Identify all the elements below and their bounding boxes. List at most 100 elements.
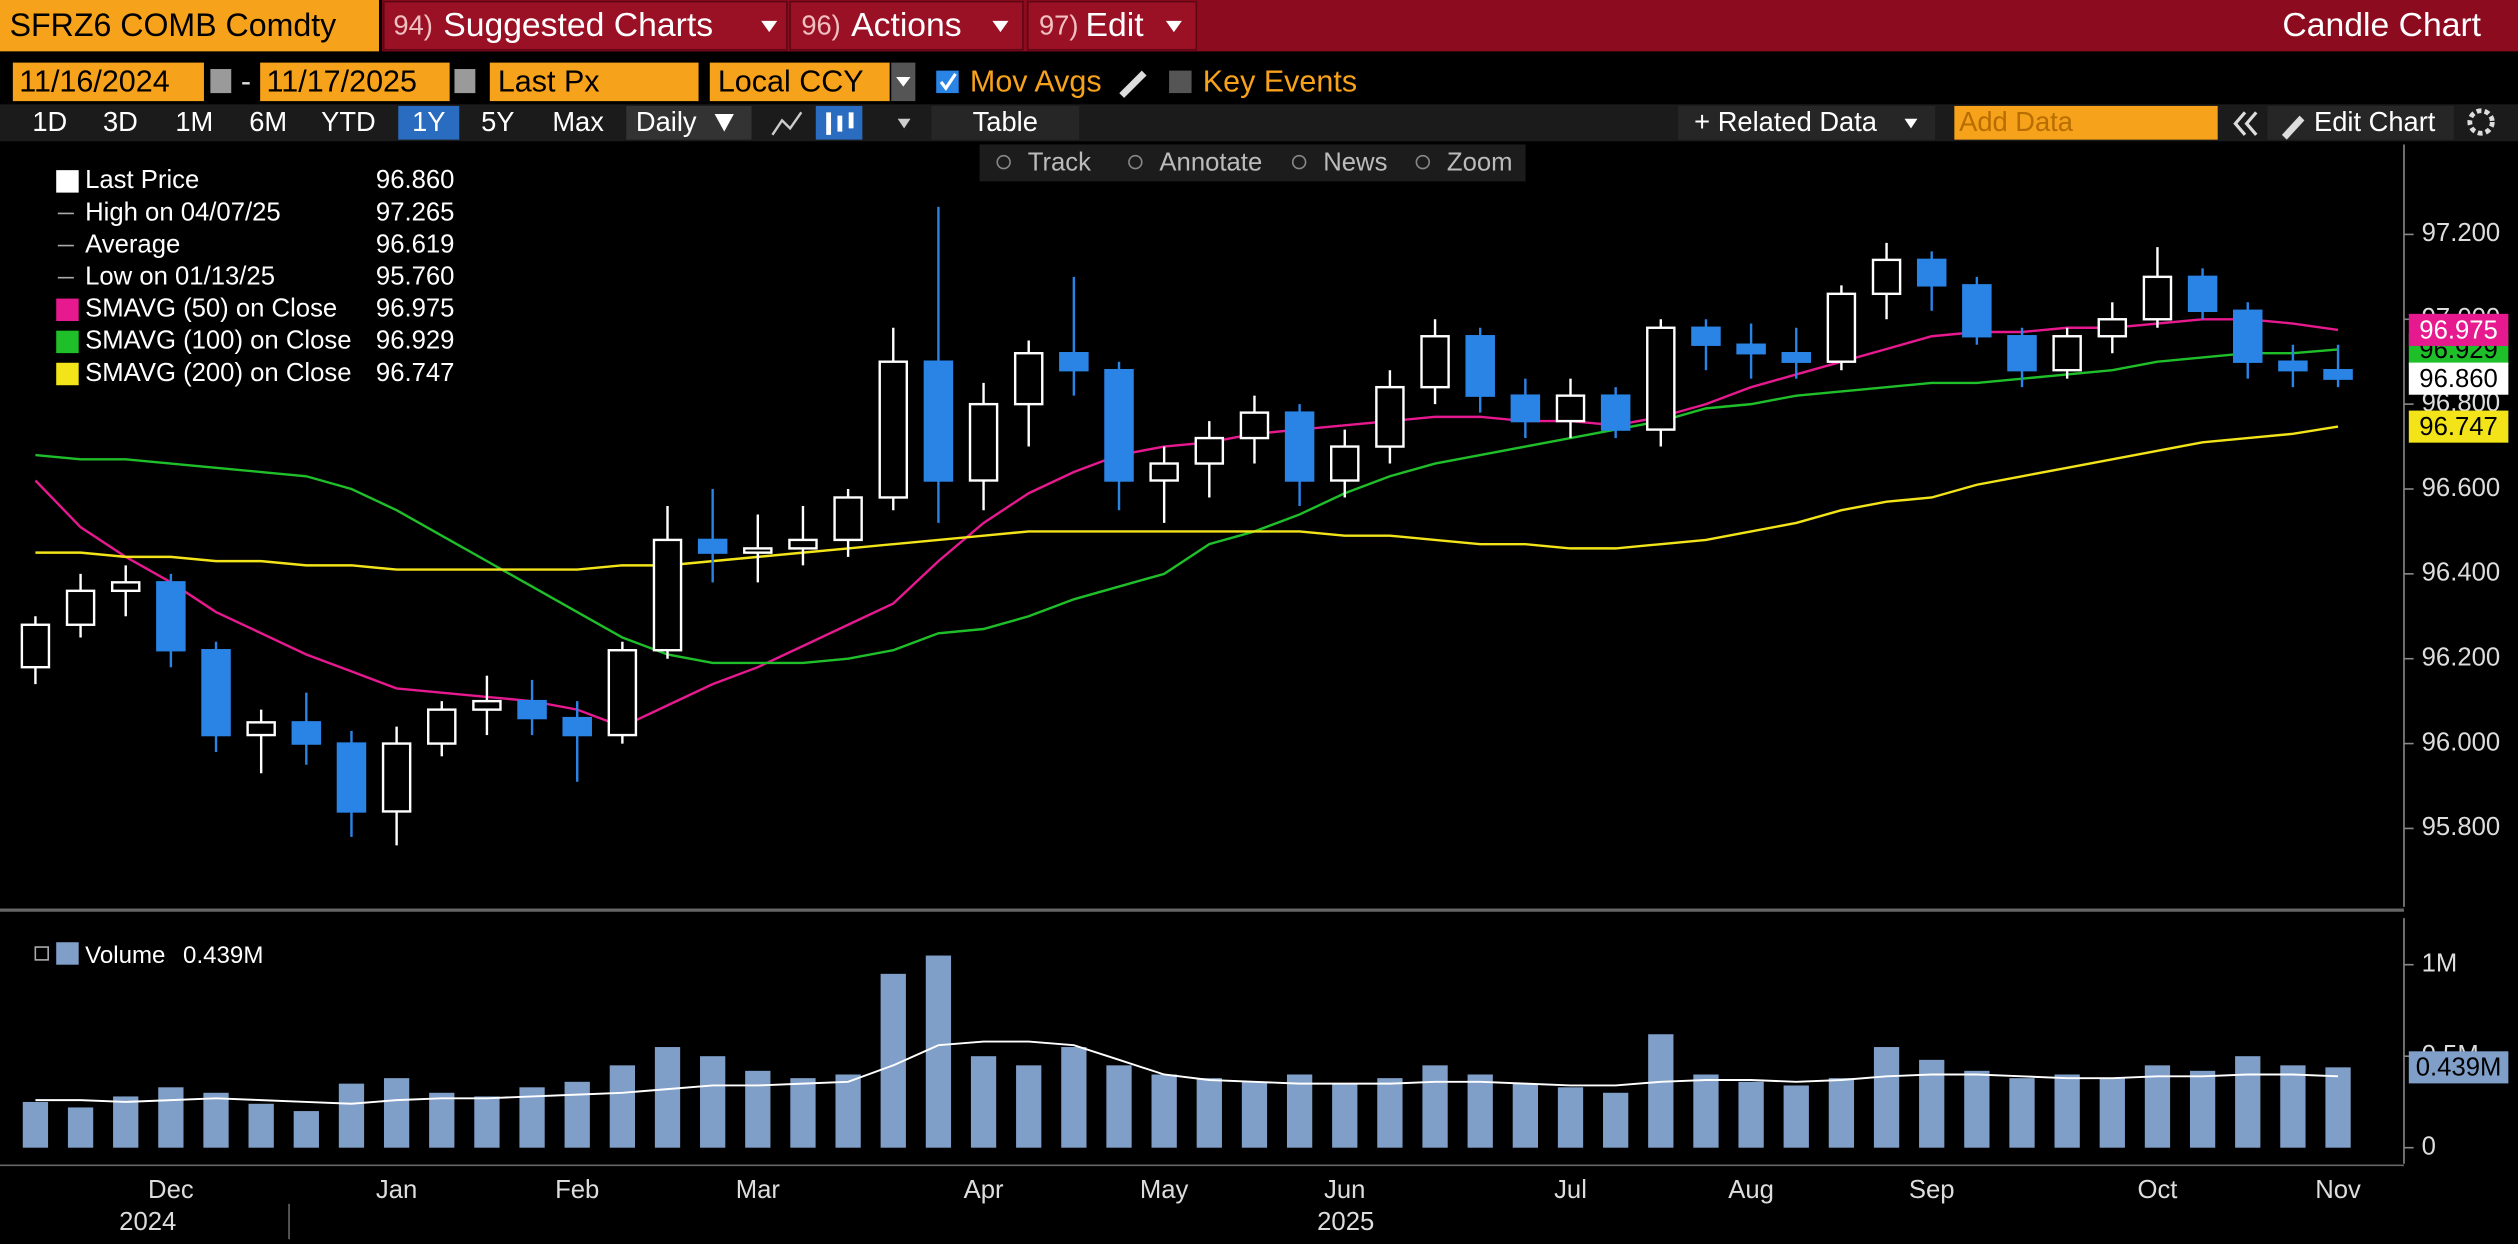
volume-bar bbox=[1964, 1070, 1990, 1148]
period-button[interactable]: 5Y bbox=[481, 106, 514, 137]
expand-icon[interactable] bbox=[34, 946, 49, 961]
period-button[interactable]: 3D bbox=[103, 106, 138, 137]
candle-body bbox=[517, 699, 547, 720]
period-button-active[interactable] bbox=[398, 105, 460, 140]
related-data: + Related Data bbox=[1694, 106, 1878, 137]
currency-select[interactable] bbox=[709, 62, 890, 102]
candle-body bbox=[1420, 335, 1450, 389]
legend-swatch bbox=[56, 170, 79, 193]
y-tick-label: 96.200 bbox=[2422, 643, 2501, 671]
period-button[interactable]: Max bbox=[552, 106, 604, 137]
period-button[interactable]: 6M bbox=[249, 106, 287, 137]
candle-body bbox=[1646, 326, 1676, 431]
volume-bar bbox=[67, 1107, 94, 1148]
axis-tag-label: 96.860 bbox=[2419, 365, 2498, 393]
legend-swatch bbox=[56, 362, 79, 386]
start-date-field[interactable] bbox=[12, 62, 204, 102]
tool-button[interactable]: Annotate bbox=[1159, 149, 1262, 177]
volume-tick-label: 0 bbox=[2422, 1132, 2436, 1160]
legend-value: 96.929 bbox=[376, 327, 455, 355]
tool-icon bbox=[1128, 154, 1143, 170]
volume-bar bbox=[1648, 1034, 1674, 1148]
legend-value: 96.975 bbox=[376, 295, 455, 323]
frequency-select[interactable] bbox=[626, 105, 752, 140]
period-button[interactable]: 1Y bbox=[412, 106, 445, 137]
volume-bar bbox=[2099, 1078, 2125, 1148]
candle-body bbox=[156, 581, 186, 652]
candle-body bbox=[1330, 445, 1360, 482]
candle-body bbox=[1059, 352, 1089, 372]
checkbox[interactable] bbox=[1169, 70, 1192, 94]
period-buttons: 1D 3D 1M 6M YTD 1Y 5Y Max bbox=[32, 106, 604, 140]
pencil-icon bbox=[2281, 115, 2305, 140]
tool-button[interactable]: Zoom bbox=[1447, 149, 1513, 177]
volume-ma-line bbox=[35, 1040, 2339, 1105]
x-tick-label: Nov bbox=[2315, 1176, 2361, 1204]
candle-body bbox=[1871, 258, 1902, 296]
volume-bar bbox=[1873, 1047, 1900, 1148]
dropdown-arrow[interactable] bbox=[897, 118, 911, 129]
x-tick-label: Apr bbox=[964, 1176, 1004, 1204]
volume-bar bbox=[1783, 1085, 1809, 1148]
volume-bar bbox=[2144, 1065, 2171, 1148]
menu-button[interactable] bbox=[1026, 0, 1198, 51]
volume-bar bbox=[158, 1087, 184, 1148]
candle-body bbox=[336, 742, 367, 813]
year-label: 2025 bbox=[1317, 1208, 1374, 1236]
period-button[interactable]: 1M bbox=[175, 106, 213, 137]
volume-bar bbox=[970, 1056, 997, 1148]
candle-body bbox=[427, 708, 457, 745]
calendar-icon[interactable] bbox=[210, 69, 232, 94]
table-button[interactable] bbox=[931, 105, 1080, 140]
volume-bar bbox=[293, 1111, 319, 1148]
tool-button[interactable]: News bbox=[1323, 149, 1387, 177]
candle-body bbox=[2233, 309, 2263, 363]
end-date-field[interactable] bbox=[260, 62, 450, 102]
field: Last Px bbox=[498, 65, 600, 99]
period-button[interactable]: YTD bbox=[321, 106, 376, 137]
legend-value: 96.747 bbox=[376, 359, 455, 387]
legend-label: SMAVG (50) on Close bbox=[85, 295, 337, 323]
y-tick-label: 96.000 bbox=[2422, 728, 2501, 756]
axis-tag bbox=[2408, 313, 2509, 346]
menu-num: 96) bbox=[801, 9, 840, 40]
candle-body bbox=[1826, 292, 1857, 363]
x-tick-label: Dec bbox=[148, 1176, 194, 1204]
related-data-button[interactable] bbox=[1678, 105, 1936, 140]
legend: Last Price 96.860 High on 04/07/25 97.265 Av… bbox=[56, 166, 454, 387]
settings-icon[interactable] bbox=[2467, 108, 2495, 136]
candle-body bbox=[1555, 394, 1586, 423]
window-title: Candle Chart bbox=[2282, 6, 2481, 44]
edit-chart: Edit Chart bbox=[2314, 106, 2436, 137]
volume-bar bbox=[925, 955, 952, 1148]
calendar-icon[interactable] bbox=[454, 69, 476, 94]
y-tick-label: 95.800 bbox=[2422, 813, 2501, 841]
dropdown-arrow bbox=[896, 77, 911, 87]
volume-legend-name: Volume bbox=[85, 942, 165, 969]
volume-bar bbox=[1241, 1081, 1268, 1148]
pencil-icon[interactable] bbox=[1119, 70, 1147, 98]
candle-body bbox=[788, 538, 818, 550]
period-button[interactable]: 1D bbox=[32, 106, 67, 137]
menu-button[interactable] bbox=[382, 0, 788, 51]
menu-num: 97) bbox=[1039, 9, 1078, 40]
legend-value: 95.760 bbox=[376, 262, 455, 290]
volume-swatch bbox=[56, 942, 79, 965]
tool-button[interactable]: Track bbox=[1028, 149, 1091, 177]
volume-bar bbox=[1151, 1074, 1177, 1148]
candle-body bbox=[1781, 352, 1812, 363]
collapse-icon[interactable] bbox=[2233, 111, 2258, 136]
line-chart-icon[interactable] bbox=[771, 111, 803, 136]
field-select[interactable] bbox=[489, 62, 699, 102]
menu-button[interactable] bbox=[789, 0, 1024, 51]
candle-body bbox=[878, 360, 909, 499]
volume-bar bbox=[1467, 1074, 1493, 1148]
candle-body bbox=[1194, 436, 1225, 465]
add-data-field[interactable] bbox=[1954, 105, 2218, 140]
candle-body bbox=[65, 589, 96, 626]
candle-body bbox=[652, 538, 683, 652]
security-box[interactable] bbox=[0, 0, 379, 52]
dropdown-arrow bbox=[1165, 20, 1182, 33]
